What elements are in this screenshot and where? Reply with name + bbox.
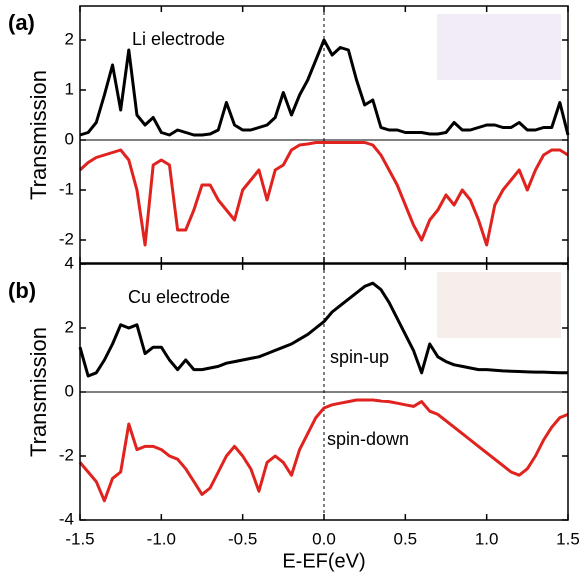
x-tick-label: 0.0 [312,529,336,548]
annotation: Cu electrode [128,287,230,307]
panel-label: (a) [8,10,35,35]
annotation: Li electrode [132,29,225,49]
legend-label: spin-up [330,347,389,367]
y-tick-label: -1 [59,179,74,198]
inset-structure [437,14,561,80]
y-tick-label: -2 [59,229,74,248]
y-axis-label: Transmission [26,70,51,200]
legend-label: spin-down [327,429,409,449]
x-tick-label: -1.0 [147,529,176,548]
y-tick-label: 4 [65,253,74,272]
figure: (a) Li electrode Transmission (b) Cu ele… [0,0,579,575]
y-tick-label: -2 [59,445,74,464]
panel-label: (b) [8,278,36,303]
inset-structure [437,272,561,338]
y-tick-label: 2 [65,317,74,336]
y-tick-label: 1 [65,79,74,98]
y-tick-label: 0 [65,129,74,148]
x-tick-label: -1.5 [65,529,94,548]
y-axis-label: Transmission [26,327,51,457]
x-tick-label: 1.5 [556,529,579,548]
y-tick-label: -4 [59,509,74,528]
x-tick-label: -0.5 [228,529,257,548]
x-axis-label: E-EF(eV) [282,550,365,572]
x-tick-label: 1.0 [475,529,499,548]
x-tick-label: 0.5 [394,529,418,548]
y-tick-label: 2 [65,29,74,48]
y-tick-label: 0 [65,381,74,400]
